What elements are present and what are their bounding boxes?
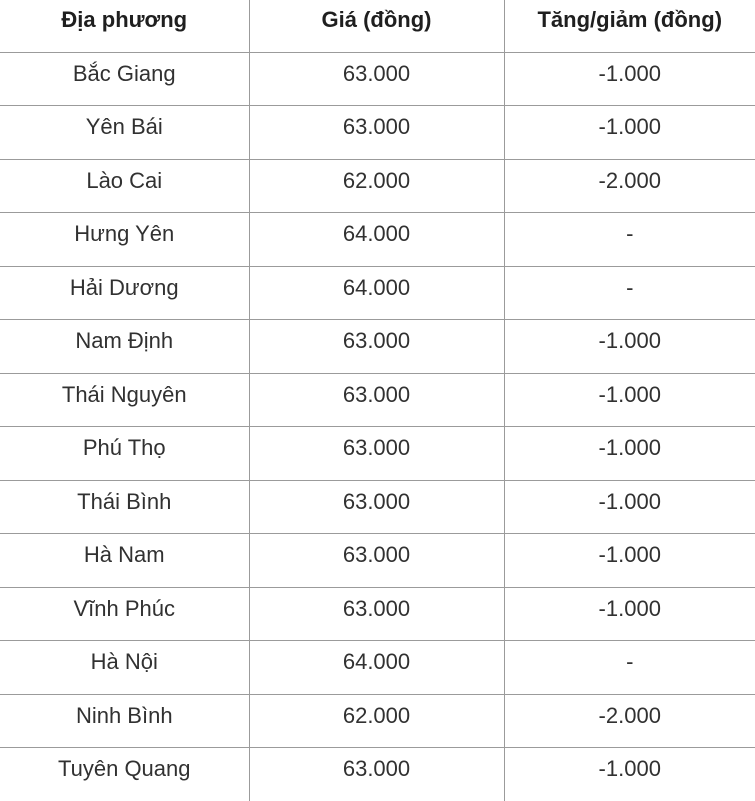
- cell-change: -1.000: [504, 533, 755, 588]
- table-row: Thái Bình 63.000 -1.000: [0, 480, 755, 534]
- table-row: Yên Bái 63.000 -1.000: [0, 105, 755, 160]
- table-row: Tuyên Quang 63.000 -1.000: [0, 747, 755, 801]
- cell-price: 64.000: [249, 640, 505, 695]
- cell-region: Hải Dương: [0, 266, 250, 320]
- table-row: Phú Thọ 63.000 -1.000: [0, 426, 755, 481]
- cell-region: Thái Bình: [0, 480, 250, 534]
- cell-change: -: [504, 266, 755, 320]
- column-header-price: Giá (đồng): [249, 0, 505, 53]
- cell-region: Thái Nguyên: [0, 373, 250, 427]
- table-row: Hà Nam 63.000 -1.000: [0, 533, 755, 588]
- cell-region: Tuyên Quang: [0, 747, 250, 801]
- cell-region: Vĩnh Phúc: [0, 587, 250, 641]
- cell-change: -1.000: [504, 52, 755, 106]
- cell-price: 64.000: [249, 212, 505, 267]
- table-row: Ninh Bình 62.000 -2.000: [0, 694, 755, 748]
- column-header-region: Địa phương: [0, 0, 250, 53]
- cell-region: Nam Định: [0, 319, 250, 374]
- cell-change: -1.000: [504, 373, 755, 427]
- header-row: Địa phương Giá (đồng) Tăng/giảm (đồng): [0, 0, 755, 53]
- cell-price: 63.000: [249, 533, 505, 588]
- cell-change: -2.000: [504, 694, 755, 748]
- table-row: Lào Cai 62.000 -2.000: [0, 159, 755, 213]
- cell-price: 63.000: [249, 373, 505, 427]
- cell-region: Lào Cai: [0, 159, 250, 213]
- cell-change: -1.000: [504, 587, 755, 641]
- cell-price: 63.000: [249, 105, 505, 160]
- column-header-change: Tăng/giảm (đồng): [504, 0, 755, 53]
- cell-region: Bắc Giang: [0, 52, 250, 106]
- price-table-header: Địa phương Giá (đồng) Tăng/giảm (đồng): [0, 0, 755, 53]
- cell-price: 63.000: [249, 587, 505, 641]
- cell-region: Ninh Bình: [0, 694, 250, 748]
- cell-price: 62.000: [249, 159, 505, 213]
- cell-price: 63.000: [249, 319, 505, 374]
- cell-region: Phú Thọ: [0, 426, 250, 481]
- cell-change: -1.000: [504, 105, 755, 160]
- cell-price: 62.000: [249, 694, 505, 748]
- cell-price: 63.000: [249, 426, 505, 481]
- cell-price: 63.000: [249, 52, 505, 106]
- cell-price: 63.000: [249, 480, 505, 534]
- table-row: Vĩnh Phúc 63.000 -1.000: [0, 587, 755, 641]
- table-row: Thái Nguyên 63.000 -1.000: [0, 373, 755, 427]
- cell-region: Hà Nội: [0, 640, 250, 695]
- cell-region: Hà Nam: [0, 533, 250, 588]
- cell-change: -1.000: [598, 756, 661, 781]
- table-row: Hà Nội 64.000-: [0, 640, 755, 695]
- table-row: Bắc Giang 63.000 -1.000: [0, 52, 755, 106]
- cell-region: Yên Bái: [0, 105, 250, 160]
- cell-change: -1.000: [504, 319, 755, 374]
- cell-change: -: [504, 212, 755, 267]
- cell-change: -1.000: [504, 426, 755, 481]
- cell-change: -1.000: [504, 480, 755, 534]
- cell-price: 64.000: [249, 266, 505, 320]
- table-row: Hải Dương 64.000-: [0, 266, 755, 320]
- price-table-body: Bắc Giang 63.000 -1.000 Yên Bái 63.000 -1.000…: [0, 52, 755, 801]
- table-row: Nam Định 63.000 -1.000: [0, 319, 755, 374]
- cell-change: -: [504, 640, 755, 695]
- cell-price: 63.000: [249, 747, 505, 801]
- cell-region: Hưng Yên: [0, 212, 250, 267]
- table-row: Hưng Yên 64.000-: [0, 212, 755, 267]
- cell-change: -2.000: [504, 159, 755, 213]
